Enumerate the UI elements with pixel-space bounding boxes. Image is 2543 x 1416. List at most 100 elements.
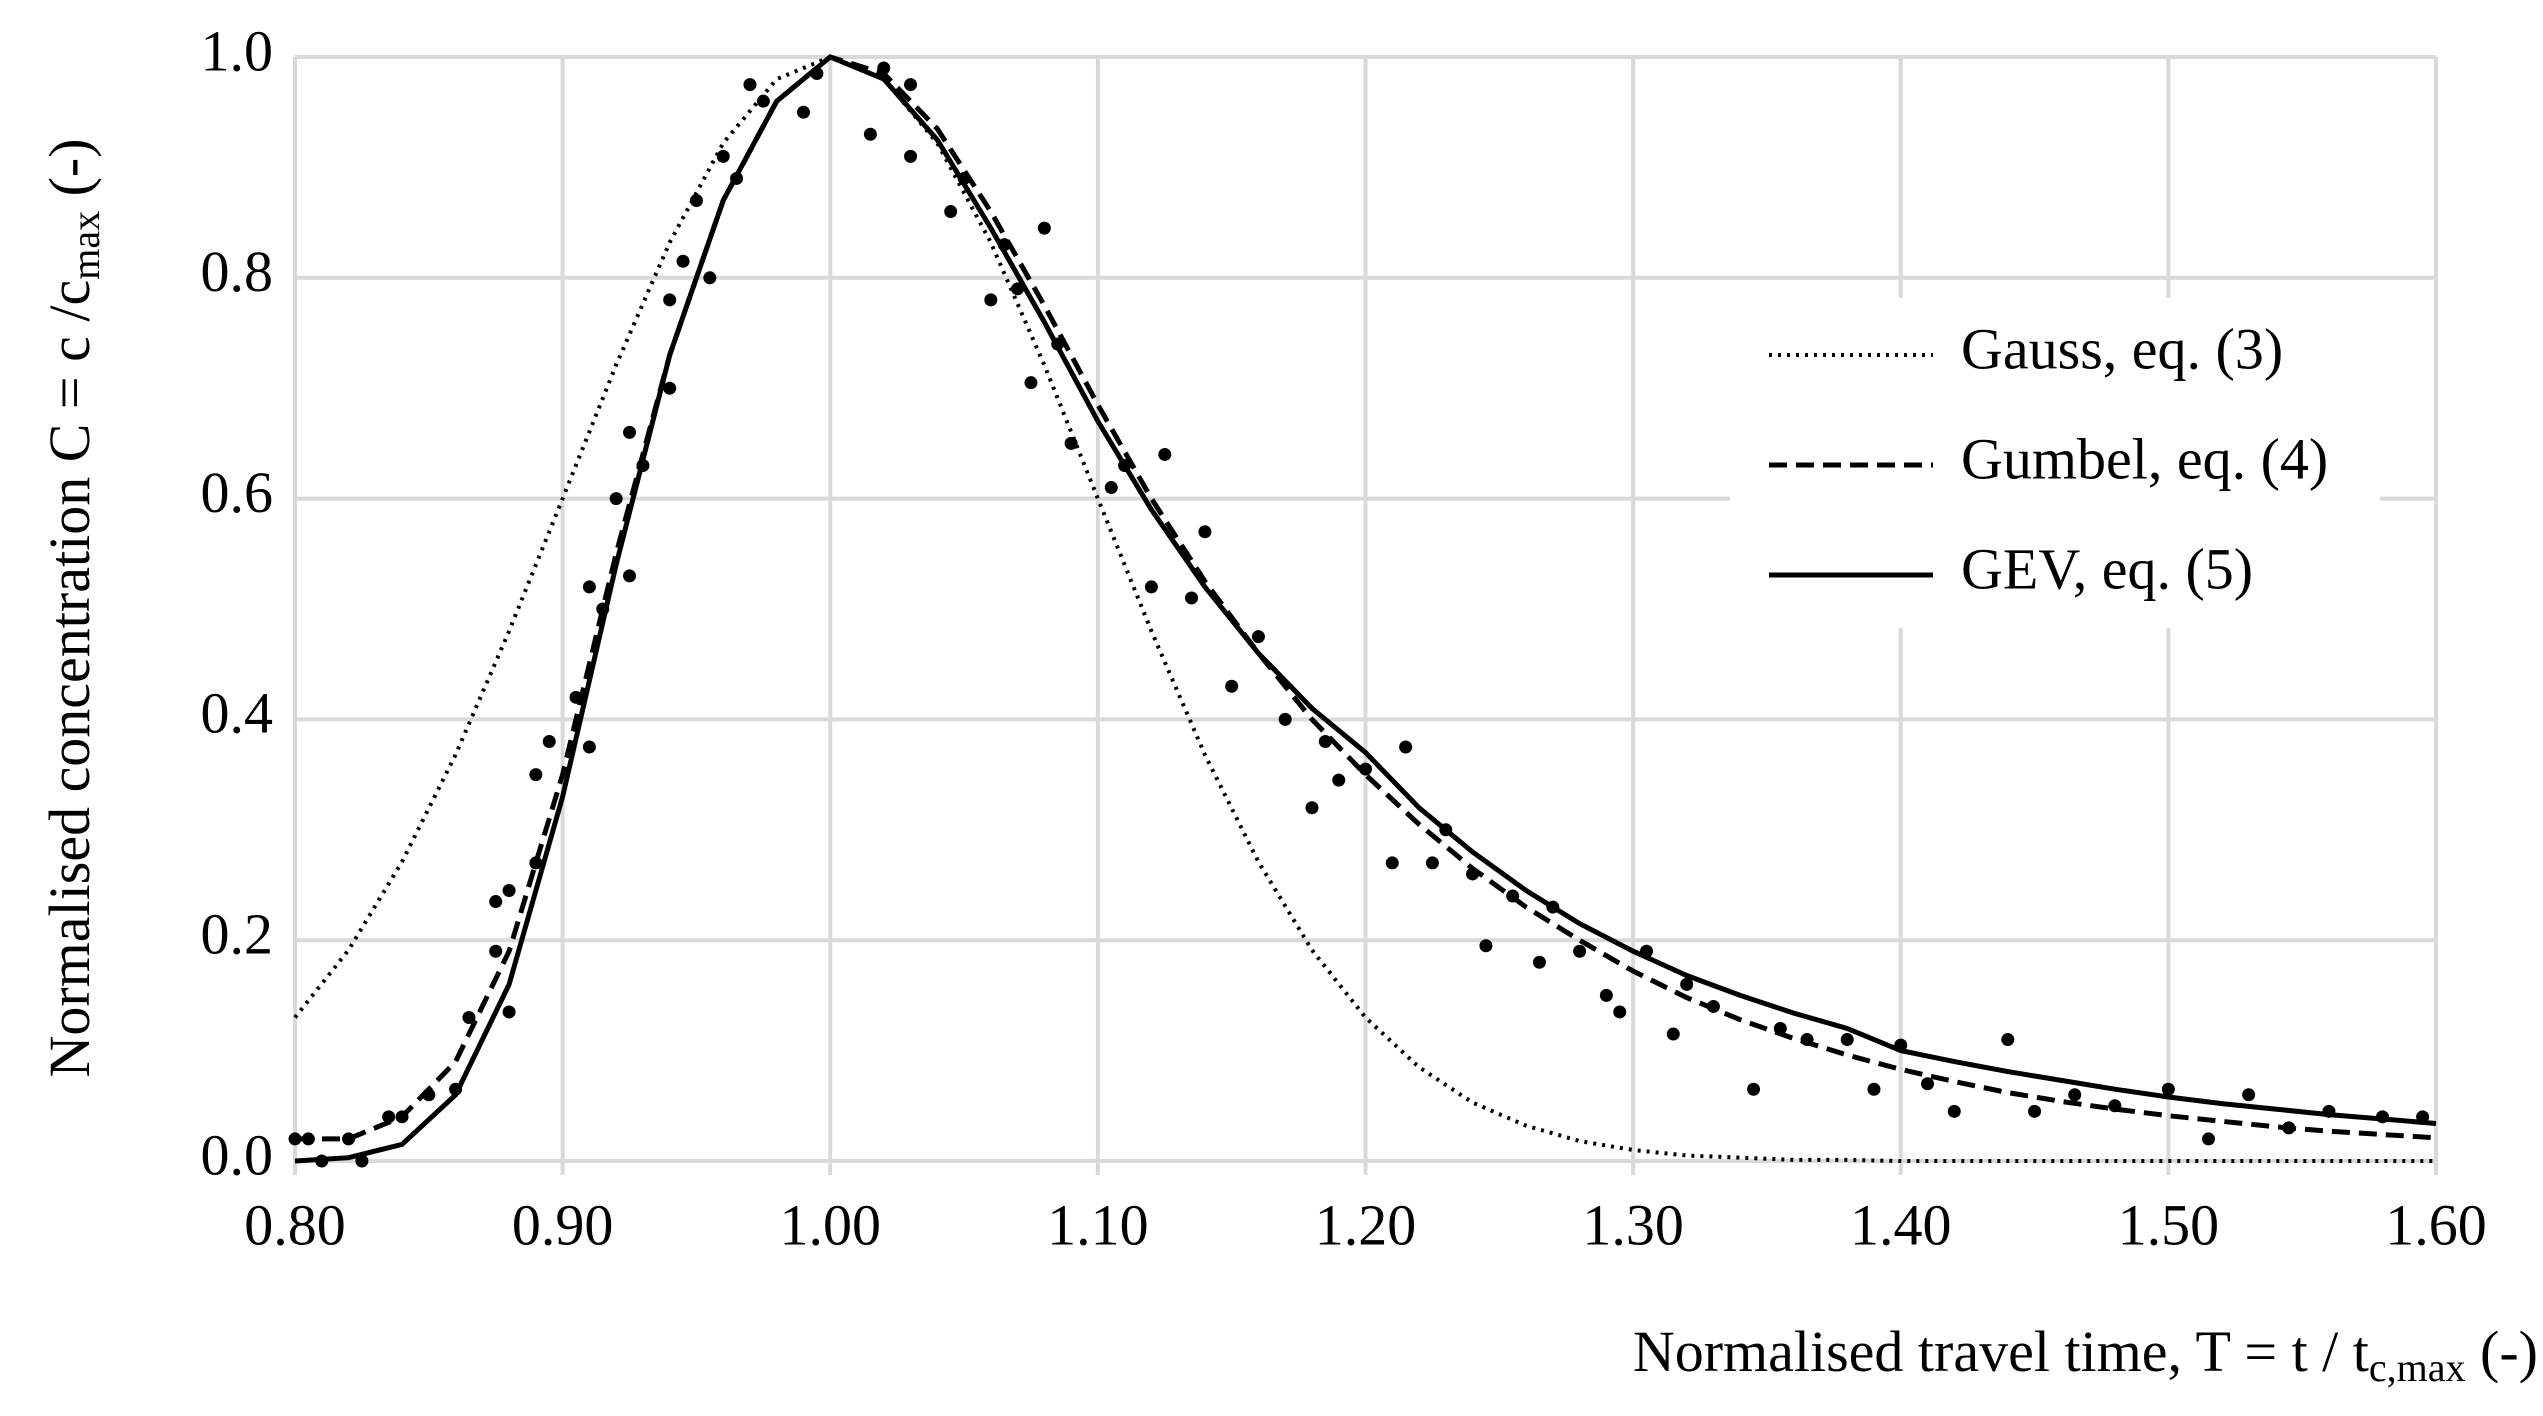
x-tick-label: 1.20	[1315, 1192, 1417, 1257]
data-point	[582, 740, 596, 754]
x-tick-label: 1.40	[1850, 1192, 1952, 1257]
data-point	[1439, 823, 1453, 837]
x-axis-label: Normalised travel time, T = t / tc,max (…	[1633, 1319, 2538, 1390]
x-tick-label: 0.80	[244, 1192, 346, 1257]
series-line	[294, 54, 2437, 1164]
data-point	[2028, 1104, 2042, 1118]
data-point	[1425, 856, 1439, 870]
data-point	[1251, 630, 1265, 644]
x-label-tail: (-)	[2466, 1319, 2538, 1384]
data-point	[1706, 999, 1720, 1013]
y-label-text: Normalised concentration C = c /c	[37, 280, 102, 1078]
data-point	[1666, 1027, 1680, 1041]
series-line	[295, 54, 2437, 1142]
data-point	[2202, 1132, 2216, 1146]
data-point	[301, 1132, 315, 1146]
data-point	[1532, 955, 1546, 969]
y-tick-label: 0.2	[201, 902, 274, 967]
data-point	[703, 271, 717, 285]
data-point	[382, 1110, 396, 1124]
legend-label: Gauss, eq. (3)	[1961, 316, 2283, 381]
data-point	[462, 1010, 476, 1024]
x-tick-label: 1.50	[2118, 1192, 2220, 1257]
data-point	[756, 94, 770, 108]
data-point	[1305, 801, 1319, 815]
grid: 0.0 0.2 0.4 0.6 0.8 1.0 0.80 0.90 1.00 1.10 1.20 1.…	[201, 18, 2487, 1257]
data-point	[315, 1154, 329, 1168]
data-point	[1640, 944, 1654, 958]
data-point	[1599, 988, 1613, 1002]
data-point	[663, 293, 677, 307]
data-point	[623, 569, 637, 583]
data-point	[1024, 376, 1038, 390]
data-point	[623, 425, 637, 439]
data-point	[529, 856, 543, 870]
data-point	[2108, 1099, 2122, 1113]
data-point	[2375, 1110, 2389, 1124]
data-point	[2001, 1033, 2015, 1047]
data-point	[1185, 591, 1199, 605]
data-point	[502, 1005, 516, 1019]
data-point	[1773, 1022, 1787, 1036]
data-point	[596, 602, 610, 616]
data-point	[730, 171, 744, 185]
data-point	[542, 734, 556, 748]
y-label-sub: max	[63, 211, 108, 280]
x-tick-label: 1.30	[1582, 1192, 1684, 1257]
data-point	[1064, 436, 1078, 450]
y-tick-label: 0.6	[201, 460, 274, 525]
data-point	[395, 1110, 409, 1124]
data-point	[957, 171, 971, 185]
data-point	[1332, 773, 1346, 787]
data-point	[529, 768, 543, 782]
data-point	[984, 293, 998, 307]
y-tick-label: 0.4	[201, 681, 274, 746]
data-point	[904, 149, 918, 163]
data-point	[1399, 740, 1413, 754]
data-point	[2161, 1082, 2175, 1096]
legend: Gauss, eq. (3) Gumbel, eq. (4) GEV, eq. (5…	[1730, 298, 2380, 628]
data-point	[2416, 1110, 2430, 1124]
data-point	[1921, 1077, 1935, 1091]
data-point	[609, 492, 623, 506]
data-point	[1479, 939, 1493, 953]
data-point	[1840, 1033, 1854, 1047]
data-point	[1947, 1104, 1961, 1118]
y-tick-label: 1.0	[201, 18, 274, 83]
data-point	[1225, 679, 1239, 693]
data-point	[1867, 1082, 1881, 1096]
data-point	[1278, 712, 1292, 726]
data-point	[1506, 889, 1520, 903]
data-point	[1144, 580, 1158, 594]
data-point	[342, 1132, 356, 1146]
data-point	[1011, 282, 1025, 296]
data-point	[1800, 1033, 1814, 1047]
data-point	[1104, 481, 1118, 495]
data-point	[689, 194, 703, 208]
data-point	[502, 884, 516, 898]
data-point	[2322, 1104, 2336, 1118]
series-line	[293, 54, 2436, 1163]
data-point	[489, 944, 503, 958]
data-point	[743, 78, 757, 92]
x-tick-label: 1.60	[2385, 1192, 2487, 1257]
x-tick-label: 1.10	[1047, 1192, 1149, 1257]
data-point	[1747, 1082, 1761, 1096]
x-tick-label: 1.00	[780, 1192, 882, 1257]
data-point	[863, 127, 877, 141]
data-point	[1037, 221, 1051, 235]
data-point	[796, 105, 810, 119]
x-label-sub: c,max	[2369, 1345, 2466, 1390]
data-point	[1359, 762, 1372, 776]
legend-label: Gumbel, eq. (4)	[1961, 426, 2328, 491]
x-label-text: Normalised travel time, T = t / t	[1633, 1319, 2369, 1384]
data-point	[944, 205, 958, 219]
data-point	[569, 690, 583, 704]
data-point	[489, 895, 503, 909]
data-point	[422, 1088, 436, 1102]
x-tick-label: 0.90	[512, 1192, 614, 1257]
data-point	[1680, 977, 1694, 991]
data-point	[1894, 1038, 1908, 1052]
